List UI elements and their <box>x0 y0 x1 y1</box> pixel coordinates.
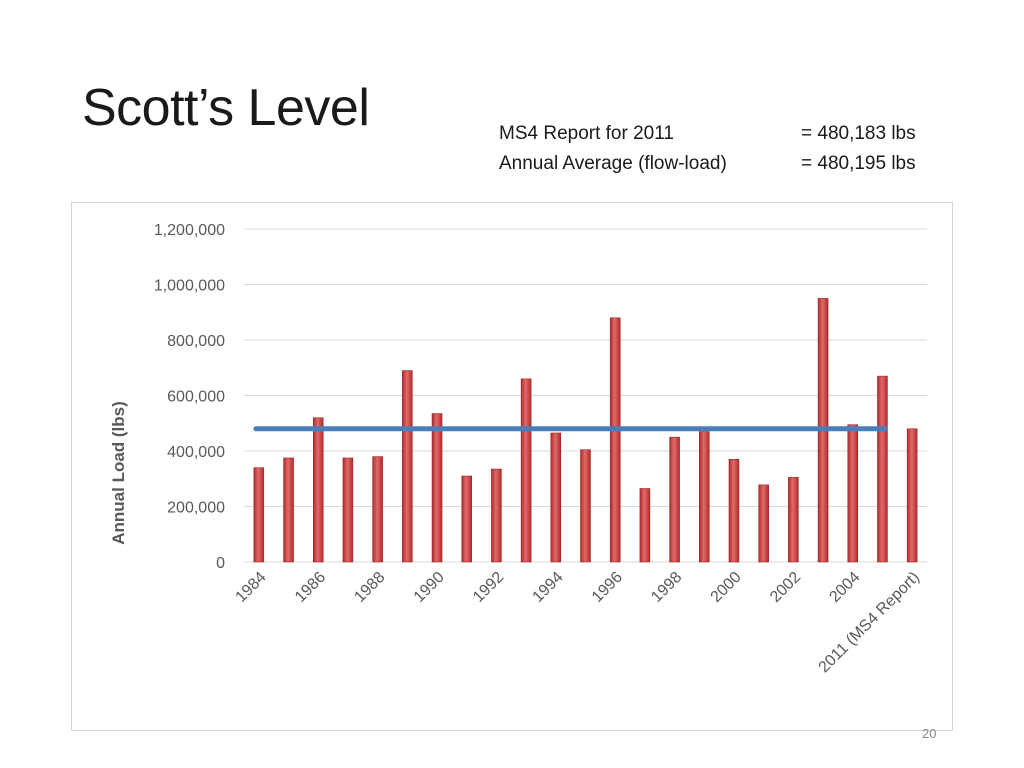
bar <box>877 375 888 563</box>
bar <box>699 431 710 563</box>
y-axis-label: Annual Load (lbs) <box>109 401 128 545</box>
bar <box>609 317 621 563</box>
y-tick-label: 1,000,000 <box>154 278 225 295</box>
bar <box>372 456 383 563</box>
x-tick-label: 2000 <box>708 569 745 606</box>
y-tick-label: 800,000 <box>167 333 225 350</box>
y-tick-label: 200,000 <box>167 500 225 517</box>
y-tick-label: 0 <box>216 555 225 572</box>
annual-average-label: Annual Average (flow-load) <box>499 153 727 174</box>
x-tick-label: 1998 <box>648 569 685 606</box>
x-tick-label: 1994 <box>529 569 566 606</box>
ms4-report-value: = 480,183 lbs <box>801 123 916 144</box>
bar <box>491 468 502 563</box>
y-tick-label: 1,200,000 <box>154 222 225 239</box>
y-axis-ticks: 0 200,000 400,000 600,000 800,000 1,000,000 1,… <box>154 222 225 572</box>
x-tick-label: 2011 (MS4 Report) <box>816 569 923 676</box>
bar <box>431 413 443 563</box>
x-tick-label: 1996 <box>589 569 626 606</box>
x-tick-label: 1986 <box>292 569 329 606</box>
bar <box>906 428 918 563</box>
x-tick-label: 1992 <box>470 569 507 606</box>
chart-frame: 0 200,000 400,000 600,000 800,000 1,000,000 1,… <box>71 202 953 731</box>
x-tick-label: 2004 <box>826 569 863 606</box>
bar <box>788 477 799 563</box>
bar <box>253 467 265 563</box>
x-tick-label: 1984 <box>232 569 269 606</box>
bar <box>402 370 413 563</box>
bar <box>728 459 740 563</box>
x-axis-ticks: 1984 1986 1988 1990 1992 1994 1996 1998 2000 2002… <box>232 569 922 676</box>
ms4-report-label: MS4 Report for 2011 <box>499 123 674 144</box>
bar <box>550 432 562 563</box>
bar <box>758 484 769 563</box>
bar <box>520 378 532 563</box>
y-tick-label: 400,000 <box>167 444 225 461</box>
page-number: 20 <box>922 726 937 741</box>
slide-title: Scott’s Level <box>82 79 370 137</box>
annual-load-bar-chart: 0 200,000 400,000 600,000 800,000 1,000,000 1,… <box>109 222 927 676</box>
bar <box>580 449 591 563</box>
x-tick-label: 1988 <box>351 569 388 606</box>
x-tick-label: 1990 <box>411 569 448 606</box>
bar <box>342 457 354 563</box>
bar <box>847 424 859 563</box>
bar <box>312 417 324 563</box>
bar <box>669 436 680 563</box>
x-tick-label: 2002 <box>767 569 804 606</box>
bar <box>639 488 651 563</box>
y-tick-label: 600,000 <box>167 389 225 406</box>
annual-average-value: = 480,195 lbs <box>801 153 916 174</box>
bar <box>461 475 472 563</box>
bar <box>283 457 294 563</box>
